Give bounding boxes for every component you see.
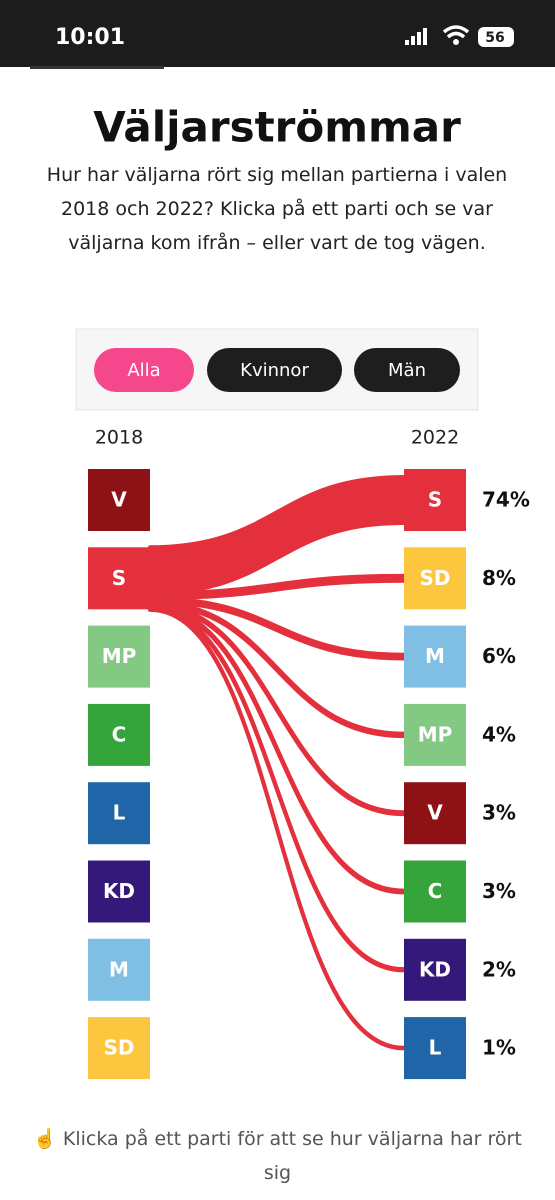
party-label[interactable]: SD	[419, 566, 450, 590]
left-column-title: 2018	[95, 427, 143, 449]
party-box[interactable]	[404, 1017, 466, 1080]
party-box[interactable]	[404, 703, 466, 766]
party-node-2018[interactable]: C	[88, 703, 150, 766]
party-box[interactable]	[404, 469, 466, 531]
page-subtitle: Hur har väljarna rört sig mellan partier…	[47, 164, 507, 254]
party-label[interactable]: V	[111, 488, 127, 512]
party-label[interactable]: L	[429, 1036, 442, 1060]
status-bar	[0, 0, 555, 67]
filter-button-bg[interactable]	[94, 348, 194, 392]
party-node-2018[interactable]: M	[88, 938, 150, 1001]
party-node-2022[interactable]: C	[404, 860, 466, 923]
hint-text: Klicka på ett parti för att se hur välja…	[62, 1128, 522, 1184]
party-node-2018[interactable]: KD	[88, 860, 150, 923]
wifi-icon	[442, 25, 470, 39]
party-box[interactable]	[404, 547, 466, 610]
filter-button-bg[interactable]	[207, 348, 342, 392]
wifi-dot	[453, 39, 459, 45]
party-label[interactable]: M	[425, 644, 445, 668]
page-title: Väljarströmmar	[93, 103, 461, 152]
party-box[interactable]	[88, 703, 150, 766]
flows	[148, 475, 406, 1051]
footer-hint: ☝️ Klicka på ett parti för att se hur vä…	[20, 1122, 535, 1190]
party-box[interactable]	[404, 938, 466, 1001]
party-node-2022[interactable]: S	[404, 469, 466, 531]
party-box[interactable]	[88, 625, 150, 688]
party-node-2022[interactable]: MP	[404, 703, 466, 766]
party-node-2018[interactable]: MP	[88, 625, 150, 688]
party-node-2018[interactable]: V	[88, 469, 150, 531]
filter-label[interactable]: Kvinnor	[240, 360, 309, 381]
value-label: 6%	[482, 644, 516, 668]
value-label: 4%	[482, 722, 516, 746]
status-time: 10:01	[55, 25, 125, 50]
filter-button[interactable]: Män	[354, 348, 460, 392]
party-label[interactable]: V	[427, 801, 443, 825]
flow	[148, 604, 406, 895]
right-column-title: 2022	[411, 427, 459, 449]
filter-button-bg[interactable]	[354, 348, 460, 392]
party-box[interactable]	[88, 860, 150, 923]
party-label[interactable]: MP	[418, 722, 453, 746]
party-box[interactable]	[88, 469, 150, 531]
party-box[interactable]	[404, 782, 466, 845]
filter-button[interactable]: Alla	[94, 348, 194, 392]
party-node-2018[interactable]: L	[88, 782, 150, 845]
value-label: 3%	[482, 801, 516, 825]
party-label[interactable]: C	[112, 722, 127, 746]
party-node-2022[interactable]: KD	[404, 938, 466, 1001]
party-node-2022[interactable]: SD	[404, 547, 466, 610]
party-node-2022[interactable]: L	[404, 1017, 466, 1080]
party-box[interactable]	[88, 1017, 150, 1080]
party-box[interactable]	[404, 860, 466, 923]
filter-label[interactable]: Män	[388, 360, 426, 381]
signal-icon	[405, 28, 427, 45]
party-label[interactable]: S	[112, 566, 126, 590]
party-box[interactable]	[88, 782, 150, 845]
value-label: 1%	[482, 1036, 516, 1060]
flow	[148, 606, 406, 973]
flow	[148, 607, 406, 1051]
party-node-2022[interactable]: M	[404, 625, 466, 688]
party-box[interactable]	[404, 625, 466, 688]
tab-indicator	[30, 66, 164, 69]
filter-label[interactable]: Alla	[127, 360, 160, 381]
party-node-2022[interactable]: V	[404, 782, 466, 845]
party-box[interactable]	[88, 938, 150, 1001]
value-label: 3%	[482, 879, 516, 903]
value-label: 74%	[482, 488, 530, 512]
party-node-2018[interactable]: S	[88, 547, 150, 610]
party-label[interactable]: SD	[103, 1036, 134, 1060]
value-label: 8%	[482, 566, 516, 590]
filter-button[interactable]: Kvinnor	[207, 348, 342, 392]
party-label[interactable]: MP	[102, 644, 137, 668]
party-label[interactable]: M	[109, 957, 129, 981]
battery-level: 56	[485, 30, 504, 46]
value-label: 2%	[482, 957, 516, 981]
party-label[interactable]: L	[113, 801, 126, 825]
party-label[interactable]: S	[428, 488, 442, 512]
party-box[interactable]	[88, 547, 150, 610]
party-label[interactable]: KD	[103, 879, 135, 903]
party-node-2018[interactable]: SD	[88, 1017, 150, 1080]
party-label[interactable]: C	[428, 879, 443, 903]
party-label[interactable]: KD	[419, 957, 451, 981]
battery-icon	[478, 27, 514, 47]
hint-icon: ☝️	[33, 1128, 57, 1150]
